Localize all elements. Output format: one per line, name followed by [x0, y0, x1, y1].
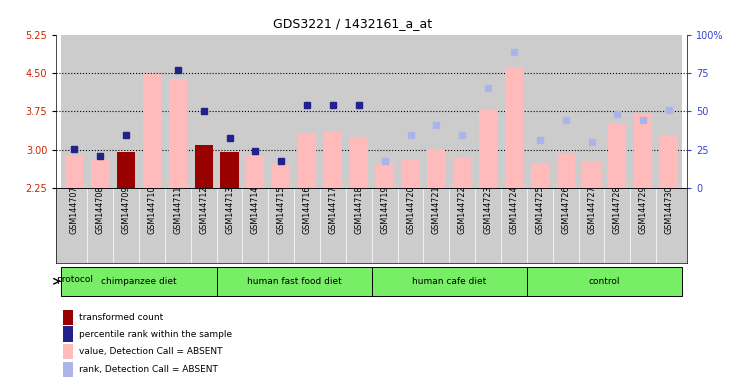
- Bar: [62, 188, 87, 263]
- Bar: [91, 159, 110, 188]
- Bar: [453, 158, 472, 188]
- Bar: [605, 188, 630, 263]
- Bar: [424, 35, 449, 188]
- Bar: [139, 35, 165, 188]
- Bar: [246, 156, 264, 188]
- Bar: [191, 188, 216, 263]
- Bar: [113, 188, 139, 263]
- Bar: [62, 362, 73, 377]
- Bar: [372, 188, 397, 263]
- Bar: [527, 35, 553, 188]
- Bar: [630, 188, 656, 263]
- Bar: [216, 188, 243, 263]
- Text: value, Detection Call = ABSENT: value, Detection Call = ABSENT: [79, 347, 222, 356]
- Bar: [320, 35, 346, 188]
- Bar: [424, 188, 449, 263]
- Bar: [294, 35, 320, 188]
- Bar: [630, 35, 656, 188]
- Bar: [372, 35, 397, 188]
- Bar: [656, 188, 682, 263]
- Text: GDS3221 / 1432161_a_at: GDS3221 / 1432161_a_at: [273, 17, 433, 30]
- Bar: [320, 188, 346, 263]
- Bar: [583, 161, 601, 188]
- Bar: [553, 188, 578, 263]
- Text: human fast food diet: human fast food diet: [247, 277, 342, 286]
- Bar: [527, 188, 553, 263]
- Bar: [195, 146, 213, 188]
- Bar: [272, 162, 291, 188]
- Bar: [634, 113, 653, 188]
- Bar: [268, 35, 294, 188]
- Bar: [191, 35, 216, 188]
- Bar: [527, 266, 682, 296]
- Bar: [243, 188, 268, 263]
- Text: transformed count: transformed count: [79, 313, 163, 322]
- Bar: [87, 35, 113, 188]
- Bar: [221, 152, 239, 188]
- Bar: [578, 188, 605, 263]
- Bar: [350, 137, 368, 188]
- Text: human cafe diet: human cafe diet: [412, 277, 487, 286]
- Bar: [195, 145, 213, 188]
- Bar: [501, 188, 527, 263]
- Bar: [531, 164, 549, 188]
- Bar: [427, 149, 445, 188]
- Bar: [62, 35, 87, 188]
- Text: chimpanzee diet: chimpanzee diet: [101, 277, 177, 286]
- Text: protocol: protocol: [56, 275, 94, 284]
- Bar: [298, 133, 316, 188]
- Bar: [139, 188, 165, 263]
- Bar: [346, 188, 372, 263]
- Bar: [165, 35, 191, 188]
- Bar: [505, 67, 523, 188]
- Bar: [62, 326, 73, 342]
- Bar: [87, 188, 113, 263]
- Bar: [169, 79, 187, 188]
- Bar: [243, 35, 268, 188]
- Bar: [216, 35, 243, 188]
- Bar: [376, 162, 394, 188]
- Text: percentile rank within the sample: percentile rank within the sample: [79, 329, 232, 339]
- Bar: [449, 188, 475, 263]
- Bar: [324, 132, 342, 188]
- Bar: [402, 159, 420, 188]
- Bar: [216, 266, 372, 296]
- Text: control: control: [589, 277, 620, 286]
- Bar: [501, 35, 527, 188]
- Bar: [479, 110, 497, 188]
- Bar: [397, 35, 424, 188]
- Bar: [660, 136, 678, 188]
- Bar: [165, 188, 191, 263]
- Bar: [62, 310, 73, 325]
- Bar: [475, 188, 501, 263]
- Bar: [117, 152, 135, 188]
- Bar: [62, 344, 73, 359]
- Bar: [578, 35, 605, 188]
- Bar: [113, 35, 139, 188]
- Bar: [117, 151, 135, 188]
- Bar: [372, 266, 527, 296]
- Bar: [65, 156, 83, 188]
- Bar: [605, 35, 630, 188]
- Bar: [221, 152, 239, 188]
- Bar: [268, 188, 294, 263]
- Bar: [62, 266, 216, 296]
- Bar: [397, 188, 424, 263]
- Bar: [608, 124, 626, 188]
- Bar: [656, 35, 682, 188]
- Bar: [556, 154, 575, 188]
- Bar: [553, 35, 578, 188]
- Text: rank, Detection Call = ABSENT: rank, Detection Call = ABSENT: [79, 365, 218, 374]
- Bar: [143, 74, 161, 188]
- Bar: [346, 35, 372, 188]
- Bar: [475, 35, 501, 188]
- Bar: [449, 35, 475, 188]
- Bar: [294, 188, 320, 263]
